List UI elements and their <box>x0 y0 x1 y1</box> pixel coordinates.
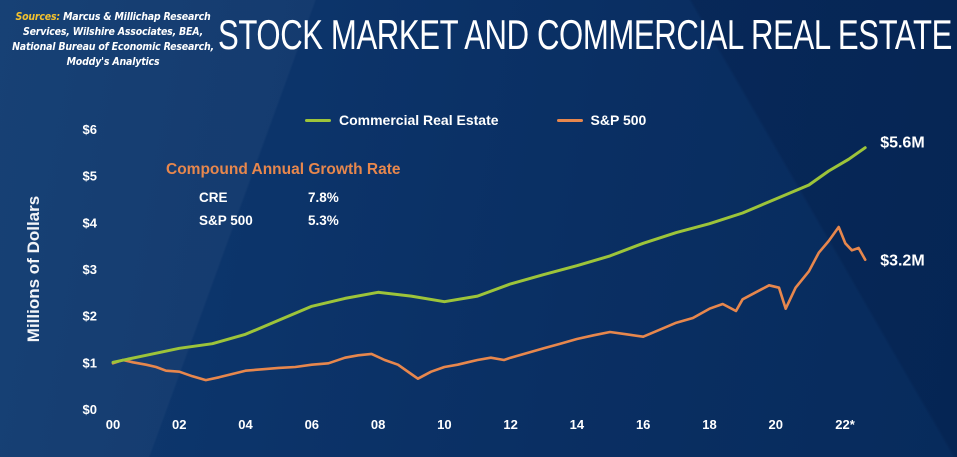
y-tick-label: $6 <box>83 122 97 137</box>
x-tick-label: 04 <box>238 417 253 432</box>
end-labels: $5.6M $3.2M <box>880 135 924 270</box>
sources-note: Sources: Marcus & Millichap Research Ser… <box>8 10 218 70</box>
x-tick-label: 16 <box>636 417 650 432</box>
chart-title: STOCK MARKET AND COMMERCIAL REAL ESTATE <box>218 11 952 58</box>
legend-swatch-sp500 <box>556 118 583 122</box>
series-lines <box>111 146 867 382</box>
cre-end-label: $5.6M <box>880 135 924 152</box>
legend-label-sp500: S&P 500 <box>590 112 647 128</box>
y-tick-label: $0 <box>83 402 97 417</box>
x-tick-label: 22* <box>835 417 855 432</box>
x-tick-label: 06 <box>305 417 319 432</box>
cagr-value-cre: 7.8% <box>308 190 339 205</box>
x-tick-label: 12 <box>503 417 517 432</box>
y-tick-label: $1 <box>83 355 97 370</box>
sp500-end-label: $3.2M <box>880 253 924 270</box>
cre-series-line <box>111 146 867 364</box>
y-tick-label: $2 <box>83 309 97 324</box>
cagr-name-sp500: S&P 500 <box>199 213 253 228</box>
legend-swatch-cre <box>305 118 331 122</box>
cagr-name-cre: CRE <box>199 190 228 205</box>
x-tick-label: 02 <box>172 417 186 432</box>
cagr-title: Compound Annual Growth Rate <box>166 161 401 178</box>
x-tick-label: 08 <box>371 417 385 432</box>
sp500-series-line <box>111 225 867 382</box>
cagr-value-sp500: 5.3% <box>308 213 339 228</box>
x-tick-label: 10 <box>437 417 451 432</box>
x-tick-label: 18 <box>702 417 716 432</box>
sources-text: Marcus & Millichap Research Services, Wi… <box>12 11 214 68</box>
legend-label-cre: Commercial Real Estate <box>339 112 499 128</box>
legend-item-sp500: S&P 500 <box>556 112 647 128</box>
y-axis-ticks: $0 $1 $2 $3 $4 $5 $6 <box>83 122 98 417</box>
x-tick-label: 00 <box>106 417 120 432</box>
x-tick-label: 20 <box>768 417 782 432</box>
x-axis-ticks: 00 02 04 06 08 10 12 14 16 18 20 22* <box>106 417 856 432</box>
legend-item-cre: Commercial Real Estate <box>305 112 499 128</box>
legend: Commercial Real Estate S&P 500 <box>305 112 704 128</box>
sources-label: Sources: <box>15 11 60 23</box>
x-tick-label: 14 <box>570 417 585 432</box>
y-tick-label: $4 <box>83 215 98 230</box>
y-tick-label: $5 <box>83 169 97 184</box>
y-tick-label: $3 <box>83 262 97 277</box>
